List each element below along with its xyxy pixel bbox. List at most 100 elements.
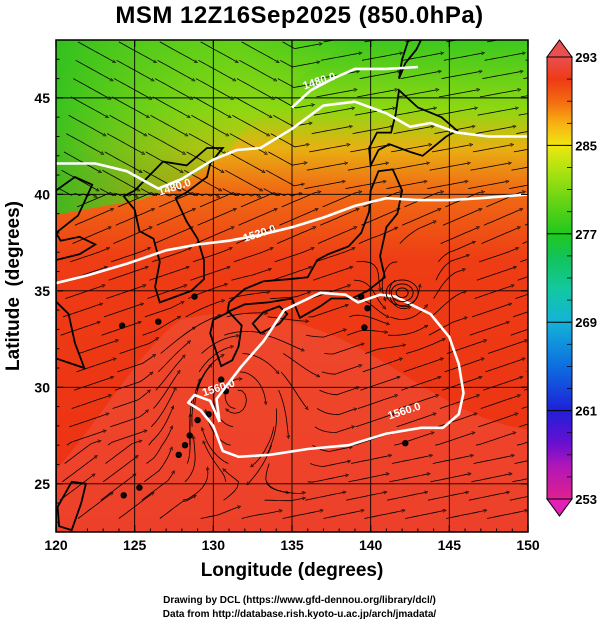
streamline <box>265 334 303 350</box>
streamline <box>103 304 142 318</box>
streamline <box>107 431 146 446</box>
colorbar-tick-label: 253 <box>575 492 597 507</box>
streamline <box>117 355 154 373</box>
colorbar-tick-label: 285 <box>575 138 597 153</box>
coast-sakhalin <box>398 40 423 79</box>
streamline <box>150 389 175 428</box>
colorbar-ticks: 293 285 277 269 261 253 <box>547 50 597 507</box>
streamline <box>62 457 96 483</box>
streamline <box>511 166 528 171</box>
island-dot <box>364 305 371 312</box>
coast-honshu <box>226 168 404 320</box>
island-dot <box>175 451 182 458</box>
coast-china-coast <box>56 175 98 532</box>
island-dot <box>191 293 198 300</box>
colorbar-tick-label: 293 <box>575 50 597 65</box>
streamline <box>317 228 355 244</box>
streamline <box>393 126 433 134</box>
streamline <box>201 336 238 354</box>
streamline <box>357 90 396 98</box>
streamline <box>478 414 516 428</box>
streamline <box>65 286 103 299</box>
streamline <box>361 53 401 61</box>
y-tick-label: 25 <box>34 476 50 492</box>
credit-drawing: Drawing by DCL (https://www.gfd-dennou.o… <box>163 595 436 606</box>
streamline <box>481 228 519 244</box>
streamline <box>355 414 394 428</box>
streamline <box>152 96 189 117</box>
streamline <box>70 96 107 117</box>
streamline <box>186 151 223 172</box>
streamline <box>435 433 473 446</box>
streamline <box>315 248 354 263</box>
streamline <box>514 460 528 464</box>
streamline <box>184 437 195 483</box>
streamline <box>193 96 230 117</box>
streamline <box>436 108 476 116</box>
streamline <box>482 71 521 79</box>
streamline <box>204 442 227 482</box>
streamline <box>112 391 150 409</box>
streamline <box>391 145 430 153</box>
x-tick-label: 125 <box>123 537 147 553</box>
streamline <box>158 342 189 373</box>
streamline <box>264 498 304 502</box>
lat-lon-grid <box>56 40 528 532</box>
streamline <box>519 258 528 263</box>
streamline <box>306 163 346 171</box>
streamline <box>100 475 135 501</box>
streamline <box>153 372 180 409</box>
streamline <box>146 427 172 464</box>
streamline <box>386 181 425 189</box>
colorbar: 293 285 277 269 261 253 <box>546 39 597 517</box>
streamline <box>227 151 264 172</box>
island-dot <box>194 416 201 424</box>
colorbar-bottom-triangle <box>546 498 573 517</box>
x-tick-label: 135 <box>280 537 304 553</box>
streamline <box>516 441 528 446</box>
streamline <box>479 248 517 263</box>
streamline <box>192 248 231 263</box>
streamline <box>182 469 208 501</box>
streamline <box>308 305 347 318</box>
x-tick-label: 130 <box>202 537 226 553</box>
streamline <box>282 41 321 50</box>
island-dot <box>186 432 193 439</box>
streamline <box>387 492 426 501</box>
streamline <box>309 145 348 153</box>
streamline <box>66 133 102 154</box>
low-swirl-ring <box>390 283 414 303</box>
streamline <box>365 345 404 354</box>
map-axes: 120 125 130 135 140 145 150 25 30 35 40 45 <box>34 39 540 553</box>
streamline <box>479 90 519 98</box>
streamline <box>272 267 310 281</box>
island-dot <box>120 492 127 499</box>
streamline <box>358 228 397 244</box>
contour-line-2 <box>56 193 528 285</box>
streamline <box>108 267 147 281</box>
coast-hokkaido <box>368 88 459 169</box>
streamline <box>234 96 271 117</box>
streamline <box>156 209 194 226</box>
streamline <box>60 322 99 336</box>
colorbar-tick-label: 269 <box>575 315 597 330</box>
streamline <box>202 429 229 464</box>
streamline <box>428 318 466 336</box>
streamline <box>157 59 194 80</box>
streamline <box>354 279 384 308</box>
streamline <box>396 414 435 428</box>
streamline <box>474 286 513 299</box>
streamline <box>282 511 322 519</box>
streamline <box>269 292 309 299</box>
streamline <box>403 359 442 373</box>
streamline <box>509 184 528 189</box>
streamline <box>224 330 263 336</box>
streamline <box>486 192 524 208</box>
streamline <box>349 314 388 324</box>
streamline <box>143 169 179 190</box>
streamline <box>111 96 148 117</box>
streamline <box>224 470 239 501</box>
streamline <box>388 163 428 171</box>
streamline <box>432 456 472 464</box>
